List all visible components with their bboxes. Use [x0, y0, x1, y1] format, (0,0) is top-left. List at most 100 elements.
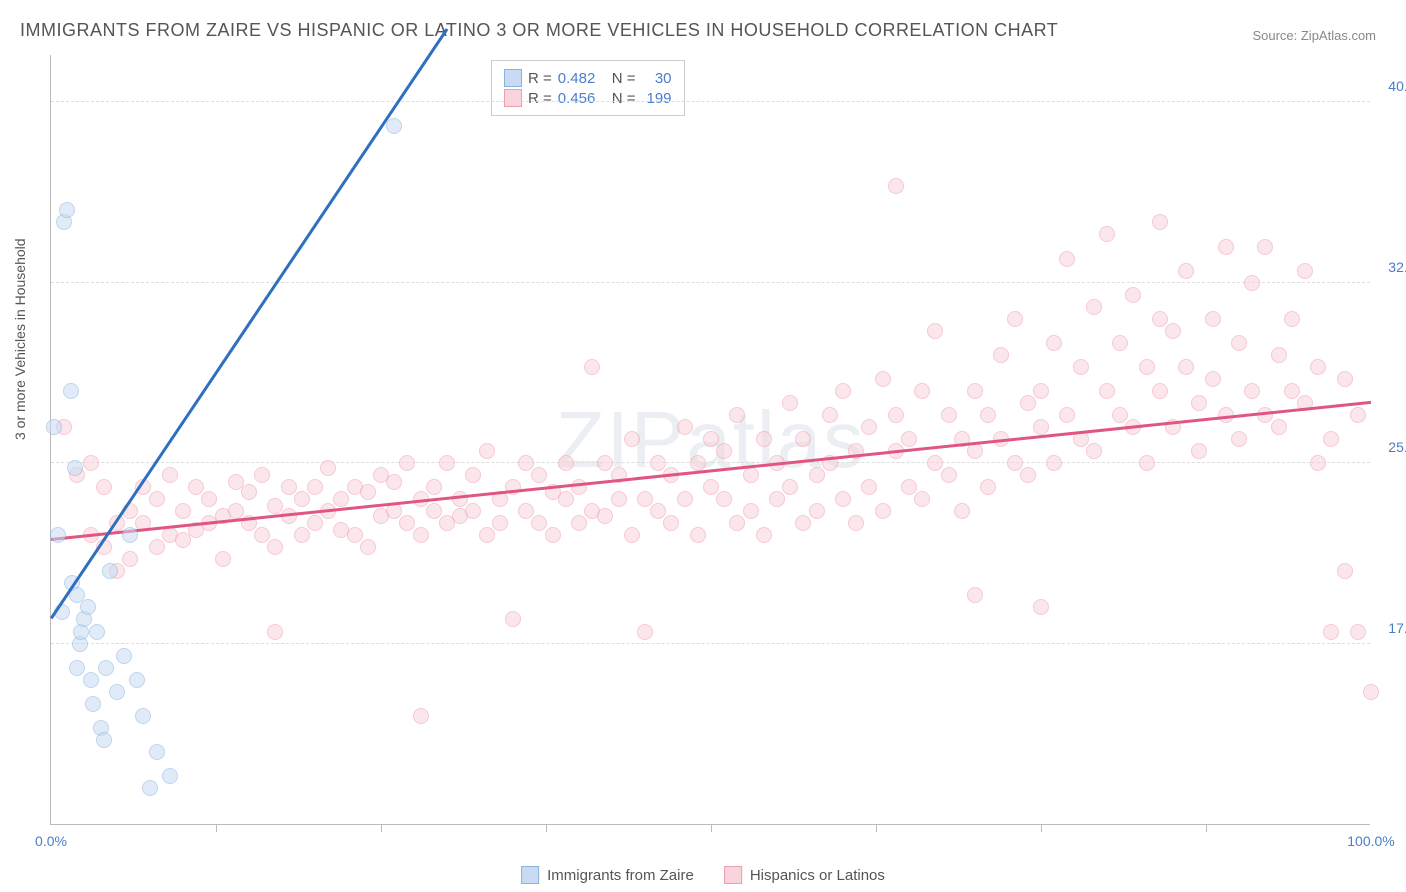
- scatter-point-hispanic: [122, 551, 138, 567]
- scatter-point-hispanic: [479, 527, 495, 543]
- legend-item: Hispanics or Latinos: [724, 866, 885, 884]
- scatter-point-zaire: [83, 672, 99, 688]
- gridline-h: [51, 462, 1370, 463]
- scatter-point-hispanic: [677, 419, 693, 435]
- scatter-point-hispanic: [399, 515, 415, 531]
- scatter-point-hispanic: [1257, 407, 1273, 423]
- scatter-point-hispanic: [756, 527, 772, 543]
- scatter-point-hispanic: [254, 527, 270, 543]
- scatter-point-hispanic: [1046, 335, 1062, 351]
- scatter-point-hispanic: [941, 407, 957, 423]
- scatter-point-hispanic: [452, 491, 468, 507]
- scatter-point-hispanic: [927, 455, 943, 471]
- scatter-point-hispanic: [175, 503, 191, 519]
- scatter-point-hispanic: [1178, 263, 1194, 279]
- scatter-point-hispanic: [980, 407, 996, 423]
- scatter-point-hispanic: [1112, 335, 1128, 351]
- scatter-point-hispanic: [505, 611, 521, 627]
- scatter-point-hispanic: [1284, 311, 1300, 327]
- scatter-point-hispanic: [254, 467, 270, 483]
- scatter-point-hispanic: [650, 455, 666, 471]
- scatter-point-hispanic: [294, 491, 310, 507]
- x-tick: [711, 824, 712, 832]
- legend-label: Hispanics or Latinos: [750, 867, 885, 884]
- x-tick: [1041, 824, 1042, 832]
- scatter-point-hispanic: [875, 503, 891, 519]
- scatter-point-hispanic: [307, 479, 323, 495]
- scatter-point-hispanic: [809, 467, 825, 483]
- scatter-point-hispanic: [584, 359, 600, 375]
- scatter-point-hispanic: [307, 515, 323, 531]
- scatter-point-hispanic: [1271, 419, 1287, 435]
- scatter-point-hispanic: [149, 539, 165, 555]
- scatter-point-hispanic: [967, 383, 983, 399]
- scatter-point-hispanic: [690, 455, 706, 471]
- scatter-point-hispanic: [756, 431, 772, 447]
- scatter-point-hispanic: [426, 479, 442, 495]
- scatter-point-hispanic: [1257, 239, 1273, 255]
- scatter-point-zaire: [85, 696, 101, 712]
- scatter-point-hispanic: [228, 503, 244, 519]
- scatter-point-hispanic: [914, 383, 930, 399]
- legend-swatch: [724, 866, 742, 884]
- scatter-point-hispanic: [1139, 359, 1155, 375]
- y-axis-label: 3 or more Vehicles in Household: [12, 238, 28, 440]
- scatter-point-hispanic: [1363, 684, 1379, 700]
- scatter-point-hispanic: [83, 455, 99, 471]
- scatter-point-hispanic: [1007, 311, 1023, 327]
- scatter-point-hispanic: [624, 431, 640, 447]
- scatter-point-hispanic: [1086, 443, 1102, 459]
- scatter-point-hispanic: [1337, 563, 1353, 579]
- stat-n-label: N =: [612, 90, 636, 107]
- scatter-point-hispanic: [597, 455, 613, 471]
- scatter-point-hispanic: [360, 539, 376, 555]
- scatter-point-hispanic: [769, 491, 785, 507]
- scatter-point-hispanic: [782, 479, 798, 495]
- scatter-point-hispanic: [861, 479, 877, 495]
- trend-line-hispanic: [51, 400, 1371, 540]
- scatter-point-hispanic: [1059, 407, 1075, 423]
- y-tick-label: 40.0%: [1388, 78, 1406, 94]
- source-label: Source: ZipAtlas.com: [1252, 28, 1376, 43]
- scatter-point-hispanic: [795, 431, 811, 447]
- scatter-point-zaire: [162, 768, 178, 784]
- scatter-point-hispanic: [333, 491, 349, 507]
- stat-r-value: 0.456: [558, 90, 606, 107]
- scatter-point-hispanic: [188, 479, 204, 495]
- scatter-point-hispanic: [716, 491, 732, 507]
- scatter-point-hispanic: [1205, 311, 1221, 327]
- scatter-point-hispanic: [637, 624, 653, 640]
- scatter-point-hispanic: [1271, 347, 1287, 363]
- scatter-point-zaire: [59, 202, 75, 218]
- scatter-point-hispanic: [782, 395, 798, 411]
- scatter-point-hispanic: [809, 503, 825, 519]
- scatter-point-zaire: [116, 648, 132, 664]
- scatter-point-hispanic: [690, 527, 706, 543]
- scatter-point-hispanic: [531, 467, 547, 483]
- scatter-point-hispanic: [1297, 263, 1313, 279]
- scatter-point-hispanic: [822, 407, 838, 423]
- scatter-point-hispanic: [861, 419, 877, 435]
- scatter-point-hispanic: [980, 479, 996, 495]
- scatter-point-hispanic: [479, 443, 495, 459]
- scatter-point-zaire: [109, 684, 125, 700]
- scatter-point-zaire: [63, 383, 79, 399]
- scatter-point-hispanic: [1205, 371, 1221, 387]
- gridline-h: [51, 101, 1370, 102]
- scatter-point-hispanic: [1152, 214, 1168, 230]
- scatter-point-hispanic: [1033, 599, 1049, 615]
- scatter-point-hispanic: [941, 467, 957, 483]
- scatter-point-zaire: [98, 660, 114, 676]
- scatter-point-hispanic: [1231, 431, 1247, 447]
- scatter-point-hispanic: [888, 407, 904, 423]
- scatter-point-hispanic: [149, 491, 165, 507]
- scatter-point-hispanic: [1112, 407, 1128, 423]
- scatter-point-hispanic: [1099, 226, 1115, 242]
- scatter-point-zaire: [102, 563, 118, 579]
- scatter-point-hispanic: [1007, 455, 1023, 471]
- scatter-point-hispanic: [1323, 431, 1339, 447]
- scatter-point-zaire: [69, 660, 85, 676]
- scatter-point-hispanic: [386, 503, 402, 519]
- scatter-point-zaire: [89, 624, 105, 640]
- scatter-point-hispanic: [1046, 455, 1062, 471]
